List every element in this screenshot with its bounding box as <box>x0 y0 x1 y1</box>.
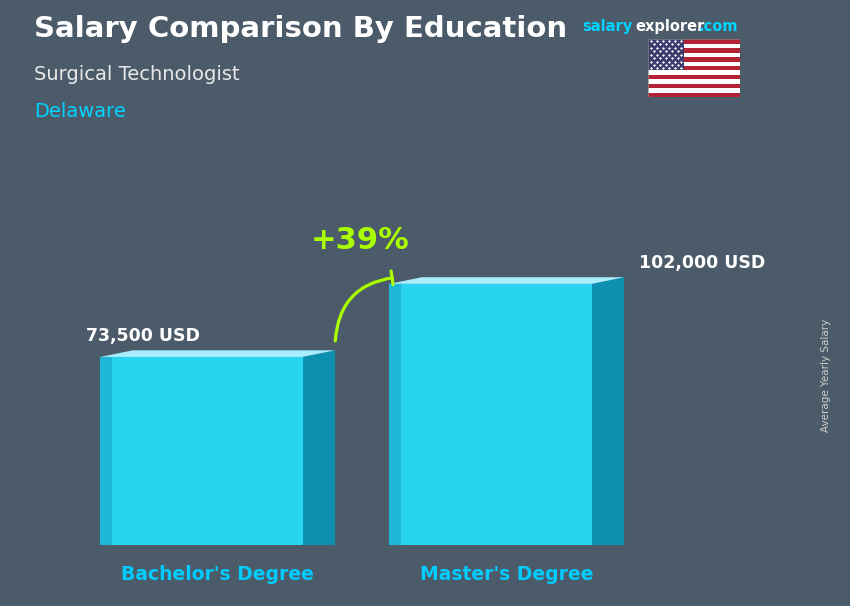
Bar <box>100 357 303 545</box>
Text: Delaware: Delaware <box>34 102 126 121</box>
Bar <box>648 88 740 93</box>
Text: +39%: +39% <box>311 226 410 255</box>
Polygon shape <box>100 350 335 357</box>
Bar <box>648 48 740 53</box>
Text: Master's Degree: Master's Degree <box>420 565 593 584</box>
Bar <box>648 70 740 75</box>
Polygon shape <box>389 277 624 284</box>
Bar <box>648 79 740 84</box>
Bar <box>648 84 740 88</box>
Text: Bachelor's Degree: Bachelor's Degree <box>122 565 314 584</box>
Bar <box>389 284 592 545</box>
Text: Surgical Technologist: Surgical Technologist <box>34 65 240 84</box>
Bar <box>648 75 740 79</box>
Bar <box>648 44 740 48</box>
Bar <box>648 62 740 66</box>
Polygon shape <box>592 277 624 545</box>
Polygon shape <box>303 350 335 545</box>
Bar <box>389 284 401 545</box>
Bar <box>648 53 740 57</box>
Bar <box>648 57 740 62</box>
Text: explorer: explorer <box>636 19 705 35</box>
Bar <box>100 357 112 545</box>
Bar <box>648 39 740 44</box>
Bar <box>648 93 740 97</box>
Text: 73,500 USD: 73,500 USD <box>86 327 200 345</box>
Text: .com: .com <box>699 19 738 35</box>
Bar <box>648 66 740 70</box>
Text: Salary Comparison By Education: Salary Comparison By Education <box>34 15 567 43</box>
Text: Average Yearly Salary: Average Yearly Salary <box>821 319 831 432</box>
Text: 102,000 USD: 102,000 USD <box>638 255 765 272</box>
Bar <box>648 39 684 70</box>
Text: salary: salary <box>582 19 632 35</box>
